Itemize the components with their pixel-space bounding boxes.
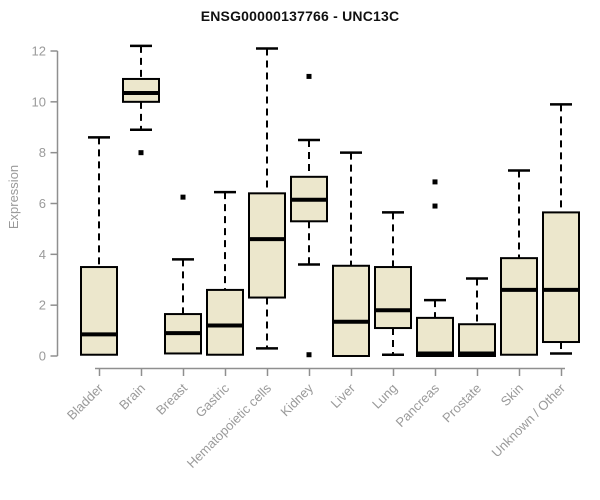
outlier-point-kidney bbox=[306, 352, 312, 358]
x-axis-category-label-liver: Liver bbox=[328, 380, 359, 411]
y-axis-tick-label: 10 bbox=[32, 94, 46, 109]
box-gastric bbox=[206, 288, 244, 356]
box-prostate bbox=[458, 323, 496, 357]
y-axis-tick-label: 2 bbox=[39, 298, 46, 313]
outlier-point-brain bbox=[138, 150, 144, 156]
box-bladder bbox=[80, 266, 118, 356]
box-lung bbox=[374, 266, 412, 330]
x-axis-category-label-lung: Lung bbox=[369, 381, 400, 412]
y-axis-tick-label: 12 bbox=[32, 44, 46, 59]
chart-title: ENSG00000137766 - UNC13C bbox=[200, 8, 400, 24]
box-brain bbox=[122, 77, 160, 103]
x-axis-category-label-prostate: Prostate bbox=[439, 381, 484, 426]
x-axis-category-label-bladder: Bladder bbox=[64, 380, 107, 423]
x-axis-category-label-unknown-other: Unknown / Other bbox=[489, 380, 569, 460]
x-axis-category-label-pancreas: Pancreas bbox=[393, 380, 443, 430]
x-axis-category-label-breast: Breast bbox=[153, 380, 190, 417]
y-axis-tick-label: 8 bbox=[39, 145, 46, 160]
y-axis-tick-label: 4 bbox=[39, 247, 46, 262]
outlier-point-breast bbox=[180, 194, 186, 200]
box-skin bbox=[500, 257, 538, 356]
outlier-point-pancreas bbox=[432, 203, 438, 209]
box-pancreas bbox=[416, 316, 454, 357]
box-liver bbox=[332, 264, 370, 358]
box-hematopoietic-cells bbox=[248, 192, 286, 299]
x-axis-category-label-gastric: Gastric bbox=[192, 380, 232, 420]
x-axis-category-label-kidney: Kidney bbox=[277, 380, 316, 419]
x-axis-category-label-brain: Brain bbox=[116, 381, 148, 413]
outlier-point-pancreas bbox=[432, 179, 438, 185]
outlier-point-kidney bbox=[306, 73, 312, 79]
box-unknown-other bbox=[542, 211, 580, 344]
y-axis-tick-label: 0 bbox=[39, 349, 46, 364]
x-axis-category-label-skin: Skin bbox=[498, 381, 526, 409]
y-axis-tick-label: 6 bbox=[39, 196, 46, 211]
